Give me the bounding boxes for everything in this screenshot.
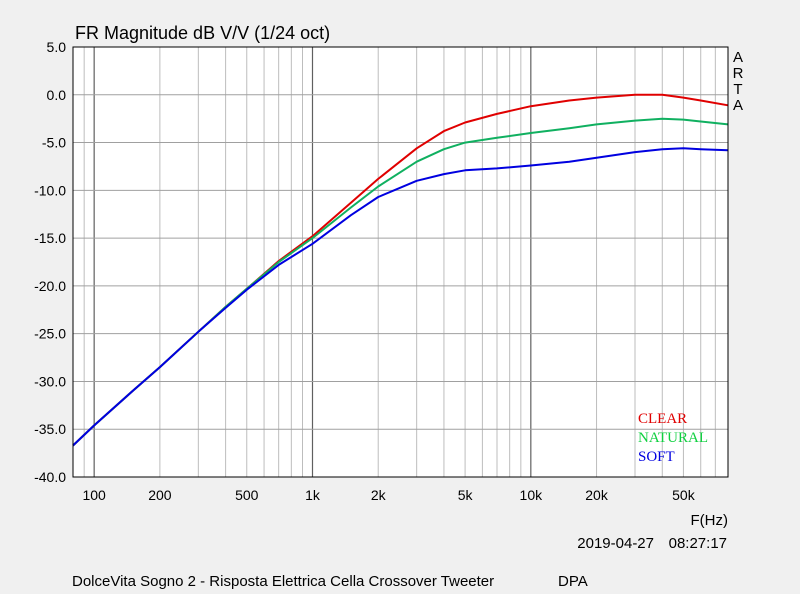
- legend-entry-soft: SOFT: [638, 449, 675, 465]
- x-tick-label: 200: [148, 487, 172, 503]
- y-tick-label: -20.0: [34, 278, 66, 294]
- x-tick-label: 1k: [305, 487, 321, 503]
- grid: [73, 46, 728, 478]
- footer-tag: DPA: [558, 573, 588, 590]
- x-tick-label: 20k: [585, 487, 609, 503]
- y-tick-label: 5.0: [47, 39, 67, 55]
- footer-description: DolceVita Sogno 2 - Risposta Elettrica C…: [72, 573, 494, 590]
- x-tick-label: 10k: [520, 487, 544, 503]
- x-tick-label: 500: [235, 487, 259, 503]
- y-tick-label: -25.0: [34, 326, 66, 342]
- side-label: A R T A: [733, 49, 744, 114]
- curves: [72, 93, 729, 447]
- x-tick-label: 50k: [672, 487, 696, 503]
- timestamp-date: 2019-04-27: [577, 535, 654, 552]
- y-tick-label: -35.0: [34, 421, 66, 437]
- plot-area: [73, 47, 728, 477]
- x-axis-label: F(Hz): [691, 512, 729, 529]
- side-label-letter: A: [733, 97, 743, 114]
- side-label-letter: R: [733, 65, 744, 82]
- chart-title: FR Magnitude dB V/V (1/24 oct): [75, 23, 330, 43]
- y-tick-label: -5.0: [42, 135, 66, 151]
- legend-entry-clear: CLEAR: [638, 411, 687, 427]
- y-tick-labels: 5.0 0.0 -5.0 -10.0 -15.0 -20.0 -25.0 -30.0 -35.0…: [34, 39, 66, 485]
- y-tick-label: -15.0: [34, 230, 66, 246]
- side-label-letter: A: [733, 49, 743, 66]
- y-tick-label: -30.0: [34, 373, 66, 389]
- timestamp-time: 08:27:17: [669, 535, 727, 552]
- y-tick-label: -40.0: [34, 469, 66, 485]
- x-tick-label: 2k: [371, 487, 387, 503]
- side-label-letter: T: [733, 81, 742, 98]
- plot-frame: [72, 46, 729, 478]
- series-line-soft: [72, 147, 729, 447]
- x-tick-labels: 100 200 500 1k 2k 5k 10k 20k 50k: [82, 487, 695, 503]
- x-tick-label: 100: [82, 487, 106, 503]
- x-tick-label: 5k: [458, 487, 474, 503]
- y-tick-label: -10.0: [34, 182, 66, 198]
- legend: CLEAR NATURAL SOFT: [638, 411, 708, 465]
- y-tick-label: 0.0: [47, 87, 67, 103]
- legend-entry-natural: NATURAL: [638, 430, 708, 446]
